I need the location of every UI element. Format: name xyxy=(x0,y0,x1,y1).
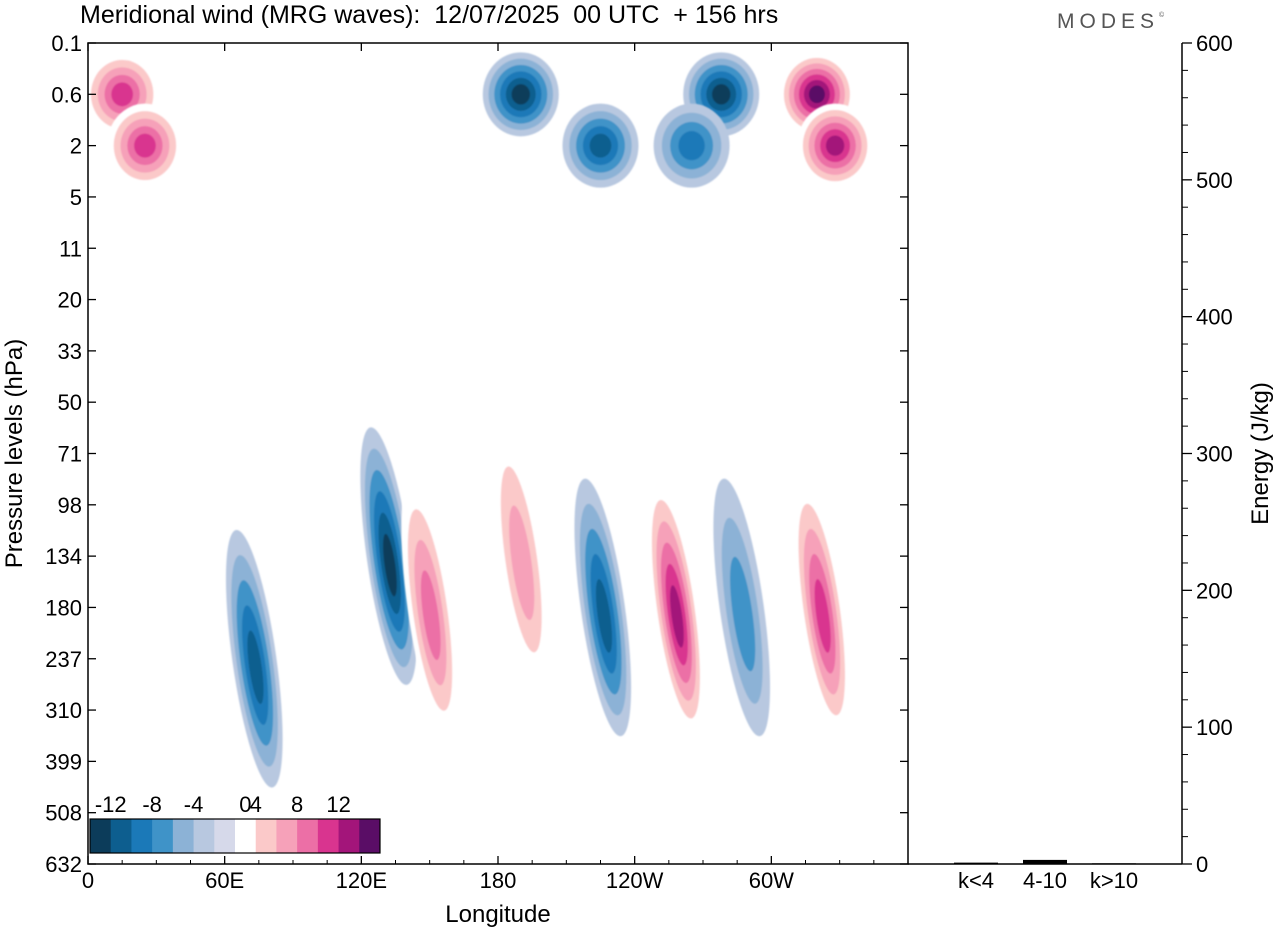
y-tick-label: 98 xyxy=(58,493,82,518)
chart-title: Meridional wind (MRG waves): 12/07/2025 … xyxy=(80,1,779,29)
colorbar-label: -8 xyxy=(142,792,162,817)
y-tick-label: 399 xyxy=(45,749,82,774)
colorbar-frame xyxy=(89,818,381,854)
wind-contour xyxy=(383,533,397,597)
wind-cell xyxy=(797,103,874,188)
wind-cell xyxy=(562,103,639,188)
y-axis-label: Pressure levels (hPa) xyxy=(1,339,28,568)
colorbar-label: 4 xyxy=(250,792,262,817)
y-tick-label: 237 xyxy=(45,647,82,672)
energy-bars: k<4 4-10 k>10 xyxy=(954,859,1138,893)
energy-category-label: k<4 xyxy=(958,868,994,893)
x-axis-label: Longitude xyxy=(445,901,550,928)
colorbar-label: -12 xyxy=(95,792,127,817)
wind-cell xyxy=(492,427,550,685)
colorbar-swatch xyxy=(276,819,298,853)
y-tick-label: 33 xyxy=(58,339,82,364)
wind-contour xyxy=(814,579,831,653)
energy-tick-label: 0 xyxy=(1196,852,1208,877)
colorbar-label: 12 xyxy=(326,792,350,817)
x-tick-label: 60W xyxy=(749,868,794,893)
wind-contour xyxy=(111,82,134,107)
y-tick-label: 5 xyxy=(70,185,82,210)
colorbar-label: 8 xyxy=(291,792,303,817)
energy-tick-label: 200 xyxy=(1196,578,1233,603)
wind-contour xyxy=(247,630,264,705)
energy-tick-label: 300 xyxy=(1196,442,1233,467)
colorbar-swatch xyxy=(152,819,174,853)
x-tick-label: 120E xyxy=(336,868,387,893)
y-tick-label: 310 xyxy=(45,698,82,723)
axes: 0.1 0.6 2 5 11 20 33 50 71 98 134 180 237 310 399 508 63… xyxy=(1,31,1274,928)
colorbar-swatch xyxy=(338,819,360,853)
energy-tick-label: 400 xyxy=(1196,305,1233,330)
wind-cell xyxy=(574,478,632,737)
y-tick-label: 50 xyxy=(58,390,82,415)
wind-cell xyxy=(647,478,704,737)
y-tick-label: 180 xyxy=(45,595,82,620)
wind-contour xyxy=(420,570,441,660)
colorbar-swatch xyxy=(317,819,340,853)
colorbar-swatch xyxy=(131,819,153,853)
wind-contour xyxy=(511,84,530,105)
wind-cell xyxy=(360,427,417,685)
energy-category-label: k>10 xyxy=(1090,868,1138,893)
brand-logo: MODES© xyxy=(1057,10,1164,34)
wind-cell xyxy=(106,103,183,188)
energy-tick-label: 500 xyxy=(1196,168,1233,193)
wind-contour xyxy=(509,505,535,620)
wind-contour xyxy=(589,133,612,158)
colorbar-swatch xyxy=(297,819,319,853)
energy-bar xyxy=(1023,859,1067,864)
wind-contour xyxy=(134,133,156,158)
wind-contour xyxy=(808,85,825,104)
colorbar: -12 -8 -4 04 8 12 xyxy=(89,792,381,854)
colorbar-swatch xyxy=(193,819,215,853)
colorbar-swatch xyxy=(172,819,195,853)
brand-mark: © xyxy=(1159,12,1165,19)
colorbar-swatch xyxy=(110,819,132,853)
brand-name: MODES xyxy=(1057,10,1160,33)
wind-field xyxy=(88,52,874,788)
y-tick-label: 508 xyxy=(45,801,82,826)
colorbar-label: 0 xyxy=(239,792,251,817)
x-tick-label: 0 xyxy=(82,868,94,893)
colorbar-swatch xyxy=(359,819,381,853)
colorbar-label: -4 xyxy=(184,792,204,817)
y-tick-label: 20 xyxy=(58,288,82,313)
wind-contour xyxy=(825,135,845,156)
wind-contour xyxy=(678,131,705,161)
y-tick-label: 0.1 xyxy=(51,31,82,56)
y-tick-label: 2 xyxy=(70,134,82,159)
wind-cell xyxy=(713,478,771,737)
wind-contour xyxy=(730,556,756,672)
x-tick-label: 60E xyxy=(205,868,244,893)
wind-contour xyxy=(670,585,684,648)
colorbar-swatch xyxy=(255,819,277,853)
energy-category-label: 4-10 xyxy=(1023,868,1067,893)
y-tick-label: 11 xyxy=(59,236,82,261)
y-tick-label: 632 xyxy=(45,852,82,877)
energy-tick-label: 100 xyxy=(1196,715,1233,740)
wind-cell xyxy=(401,478,458,737)
x-tick-label: 120W xyxy=(606,868,664,893)
y-tick-label: 134 xyxy=(45,544,82,569)
energy-tick-label: 600 xyxy=(1196,31,1233,56)
wind-cell xyxy=(793,478,850,737)
x-tick-label: 180 xyxy=(480,868,517,893)
colorbar-swatch xyxy=(214,819,236,853)
energy-axis-label: Energy (J/kg) xyxy=(1247,382,1274,525)
colorbar-swatch xyxy=(90,819,112,853)
y-tick-label: 71 xyxy=(58,442,82,467)
wind-cell xyxy=(225,529,283,788)
y-tick-label: 0.6 xyxy=(51,82,82,107)
wind-cell xyxy=(653,103,730,188)
wind-contour xyxy=(595,579,613,653)
wind-contour xyxy=(712,84,731,105)
wind-cell xyxy=(482,52,559,137)
colorbar-swatch xyxy=(235,819,257,853)
